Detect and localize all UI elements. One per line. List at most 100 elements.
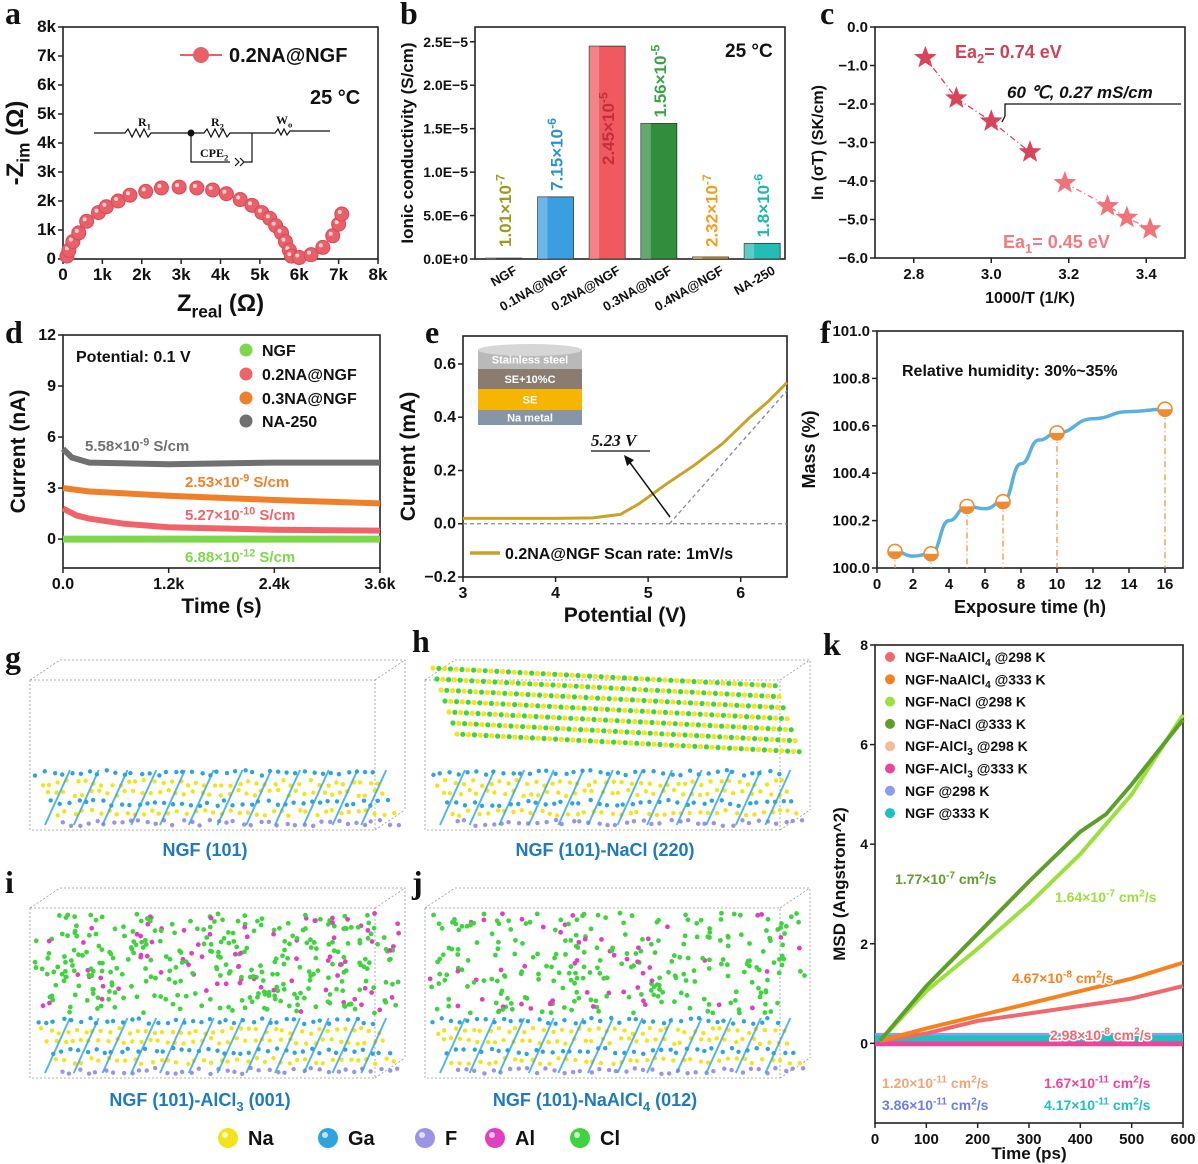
atom (726, 680, 732, 686)
structure-caption: NGF (101) (162, 840, 247, 860)
circuit-label-r2: R2 (211, 115, 224, 131)
atom (540, 1049, 545, 1054)
atom (760, 1020, 765, 1025)
atom (249, 802, 255, 807)
atom (576, 737, 582, 743)
atom (717, 938, 723, 943)
atom (368, 819, 373, 824)
atom (722, 1066, 727, 1071)
atom (300, 927, 306, 933)
atom (620, 686, 626, 692)
structure-model-1 (29, 659, 406, 831)
atom (440, 676, 446, 682)
atom (362, 985, 368, 991)
atom (525, 691, 531, 698)
circuit-node (187, 129, 195, 137)
atom (660, 989, 666, 995)
circuit-label-cpe: CPE2 (200, 146, 228, 162)
atom (759, 1057, 765, 1062)
atom (225, 1059, 230, 1064)
atom (427, 976, 433, 982)
atom (691, 678, 697, 685)
atom (466, 1061, 472, 1066)
atom (730, 691, 736, 697)
atom (173, 1071, 178, 1076)
atom (249, 769, 255, 775)
atom (487, 1061, 492, 1066)
atom (191, 1039, 196, 1044)
atom-legend-marker-Cl (570, 1128, 590, 1148)
atom (707, 929, 713, 935)
atom (258, 984, 264, 990)
atom (777, 771, 782, 777)
bar-0.1NA@NGF (537, 196, 574, 260)
atom (513, 691, 520, 697)
atom (576, 801, 581, 806)
atom (519, 969, 525, 975)
atom (394, 1066, 400, 1071)
atom (644, 1038, 650, 1043)
atom (540, 924, 546, 930)
atom (730, 1021, 736, 1026)
panel-k-x-tick-label: 500 (1119, 1131, 1144, 1148)
atom (690, 722, 696, 728)
atom (187, 1030, 192, 1036)
atom (726, 713, 732, 719)
atom (145, 801, 150, 806)
atom (668, 677, 674, 683)
atom (516, 1066, 521, 1071)
atom (86, 1071, 92, 1076)
atom (759, 693, 765, 699)
atom (499, 988, 505, 994)
panel-c-y-tick-label: 0.0 (847, 19, 868, 36)
atom (72, 930, 78, 936)
atom (494, 701, 500, 707)
atom (435, 1031, 441, 1037)
bar-shine (485, 258, 496, 259)
atom (317, 1067, 322, 1072)
atom (66, 1071, 72, 1076)
structure-model-2 (424, 659, 811, 831)
atom (60, 820, 66, 825)
atom (447, 770, 452, 775)
atom (701, 690, 707, 696)
atom (473, 689, 479, 695)
atom (117, 1025, 122, 1031)
atom (765, 916, 771, 922)
atom (466, 1037, 471, 1043)
atom (141, 777, 147, 783)
panel-c-x-tick-label: 3.0 (981, 266, 1002, 283)
atom (342, 959, 348, 965)
atom (784, 1041, 790, 1046)
atom (788, 914, 794, 920)
atom (747, 692, 753, 698)
atom (458, 792, 464, 797)
atom (345, 1017, 351, 1022)
legend-marker (239, 343, 253, 357)
atom (393, 1002, 399, 1008)
atom (711, 1068, 716, 1074)
atom (143, 1029, 149, 1034)
panel-k-y-tick-label: 4 (860, 836, 868, 852)
atom (722, 1037, 727, 1042)
atom (325, 958, 331, 963)
ga-f-bond (764, 769, 792, 826)
atom (498, 679, 504, 685)
atom (311, 790, 316, 795)
atom (98, 975, 104, 981)
atom (518, 734, 524, 740)
atom (516, 1050, 521, 1055)
legend-marker (239, 367, 253, 381)
atom (232, 951, 238, 957)
atom (741, 1019, 747, 1024)
ga-f-bond (587, 1017, 614, 1074)
atom (589, 788, 594, 794)
atom (463, 710, 469, 716)
atom (620, 802, 625, 807)
atom (254, 781, 259, 786)
atom (752, 812, 757, 817)
atom (621, 989, 627, 995)
atom (239, 1071, 245, 1077)
atom (501, 771, 506, 776)
atom (731, 823, 736, 828)
